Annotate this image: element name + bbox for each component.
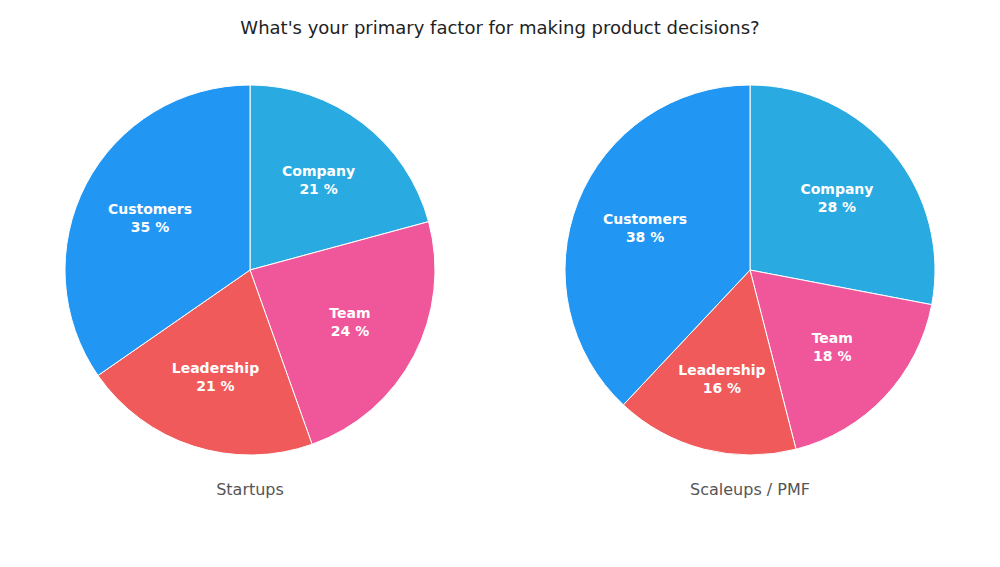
chart-title: What's your primary factor for making pr… [240,17,759,38]
slice-category-label: Customers [108,201,192,217]
pie-subtitle: Scaleups / PMF [690,480,810,499]
pie-subtitle: Startups [216,480,284,499]
slice-value-label: 21 % [299,181,337,197]
slice-category-label: Customers [603,211,687,227]
slice-category-label: Team [329,305,370,321]
chart-container: What's your primary factor for making pr… [0,0,1000,567]
slice-category-label: Leadership [172,360,259,376]
slice-value-label: 38 % [626,229,664,245]
slice-category-label: Leadership [678,362,765,378]
slice-value-label: 21 % [196,378,234,394]
pie-slice [565,85,750,405]
slice-category-label: Company [800,181,873,197]
slice-category-label: Company [282,163,355,179]
slice-value-label: 35 % [131,219,169,235]
slice-value-label: 24 % [331,323,369,339]
slice-value-label: 28 % [818,199,856,215]
slice-labels: Company 28 % Team 18 % Leadership 16 % Custome… [603,181,874,396]
slice-value-label: 16 % [703,380,741,396]
slice-value-label: 18 % [813,348,851,364]
slice-category-label: Team [812,330,853,346]
pie [65,85,435,455]
pie [565,85,935,455]
slice-labels: Company 21 % Team 24 % Leadership 21 % Custome… [108,163,371,394]
pie-slice [65,85,250,375]
chart-svg: What's your primary factor for making pr… [0,0,1000,567]
pie-slice [750,85,935,305]
